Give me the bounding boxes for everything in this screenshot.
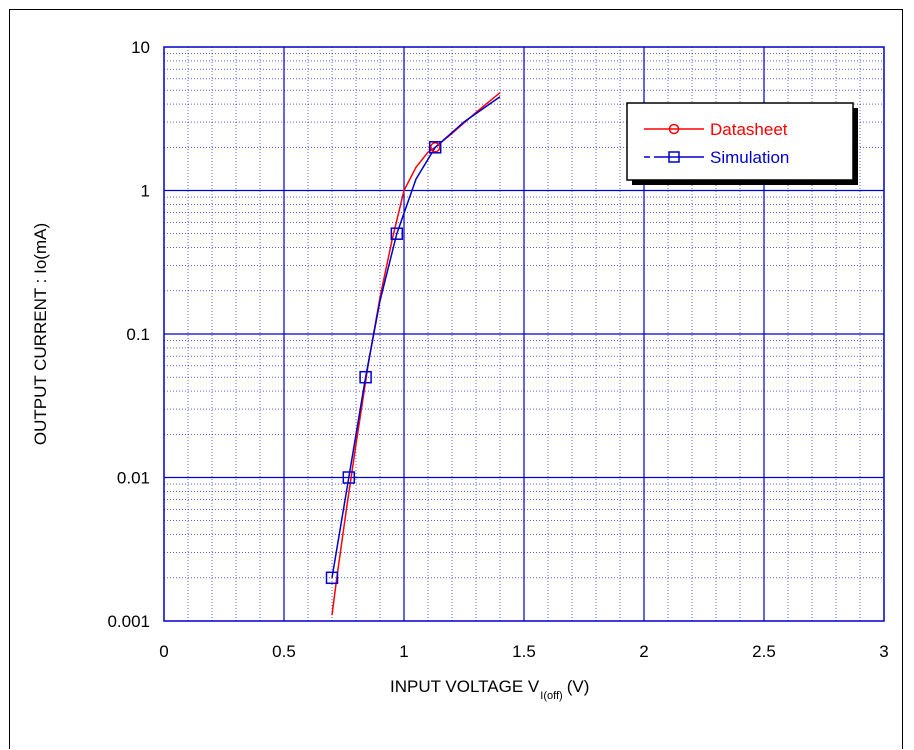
x-axis-title: INPUT VOLTAGE VI(off) (V) [390, 677, 589, 702]
x-tick-labels: 0 0.5 1 1.5 2 2.5 3 [159, 642, 888, 661]
x-tick-label: 1.5 [512, 642, 536, 661]
legend: Datasheet Simulation [626, 102, 858, 185]
legend-datasheet-marker [668, 123, 680, 135]
y-tick-label: 10 [131, 38, 150, 57]
legend-box [626, 102, 854, 181]
x-axis-title-main: INPUT VOLTAGE V [390, 677, 540, 696]
x-tick-label: 3 [879, 642, 888, 661]
data-point-simulation [359, 370, 372, 384]
y-axis-title: OUTPUT CURRENT : Io(mA) [31, 223, 50, 445]
x-tick-label: 2 [639, 642, 648, 661]
series-layer [325, 92, 501, 616]
data-point-datasheet [429, 142, 441, 153]
chart-frame: 0 0.5 1 1.5 2 2.5 3 0.001 0.01 0.1 1 10 INPUT VOLT… [9, 9, 903, 749]
data-point-simulation [325, 571, 339, 585]
y-tick-labels: 0.001 0.01 0.1 1 10 [107, 38, 150, 631]
x-tick-label: 2.5 [752, 642, 776, 661]
x-axis-title-unit: (V) [567, 677, 590, 696]
x-axis-title-subscript: I(off) [540, 690, 562, 702]
data-point-simulation [342, 471, 356, 484]
x-tick-label: 1 [399, 642, 408, 661]
legend-datasheet-label: Datasheet [710, 120, 788, 139]
y-tick-label: 0.001 [107, 612, 150, 631]
series-line-simulation [331, 96, 501, 578]
data-point-simulation [390, 227, 404, 240]
x-tick-label: 0.5 [272, 642, 296, 661]
y-tick-label: 0.01 [117, 469, 150, 488]
legend-simulation-label: Simulation [710, 148, 789, 167]
x-tick-label: 0 [159, 642, 168, 661]
y-tick-label: 1 [141, 182, 150, 201]
data-point-simulation [428, 141, 442, 154]
y-tick-label: 0.1 [126, 325, 150, 344]
plot-border [163, 46, 885, 622]
legend-simulation-marker [668, 151, 680, 163]
line-chart: 0 0.5 1 1.5 2 2.5 3 0.001 0.01 0.1 1 10 INPUT VOLT… [31, 38, 889, 702]
